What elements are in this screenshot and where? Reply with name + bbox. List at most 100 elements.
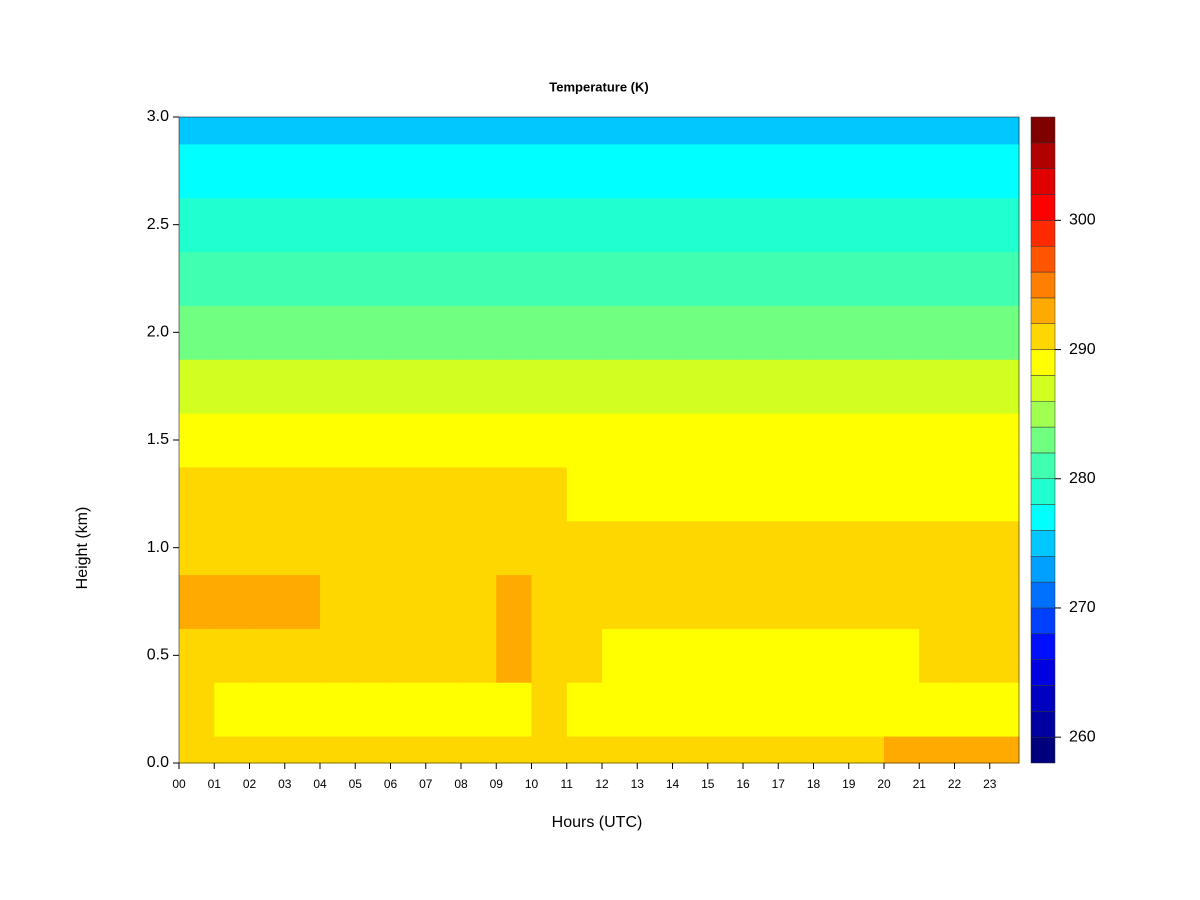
heat-cell	[179, 143, 215, 199]
heat-cell	[848, 251, 885, 306]
heat-cell	[214, 197, 250, 253]
heat-cell	[566, 682, 603, 737]
heat-cell	[284, 520, 321, 576]
heat-cell	[249, 466, 286, 522]
colorbar-swatch	[1030, 478, 1056, 505]
heat-cell	[637, 143, 673, 199]
heat-cell	[743, 359, 779, 414]
heat-cell	[249, 359, 286, 414]
heat-cell	[602, 682, 638, 737]
heat-cell	[848, 574, 885, 629]
heat-cell	[884, 413, 920, 468]
heat-cell	[637, 117, 673, 145]
colorbar-swatch	[1030, 271, 1056, 299]
heat-cell	[531, 736, 568, 764]
heat-cell	[848, 117, 885, 145]
x-tick-label: 17	[772, 777, 786, 791]
heat-cell	[214, 251, 250, 306]
heat-cell	[637, 359, 673, 414]
heat-cell	[813, 251, 850, 306]
heat-cell	[284, 117, 321, 145]
heat-cell	[707, 143, 744, 199]
heat-cell	[707, 413, 744, 468]
heat-cell	[461, 143, 497, 199]
colorbar-swatch	[1030, 504, 1056, 531]
heat-cell	[284, 682, 321, 737]
heat-cell	[531, 682, 568, 737]
heat-cell	[566, 520, 603, 576]
heat-cell	[813, 305, 850, 360]
heat-cell	[425, 520, 462, 576]
heat-cell	[989, 251, 1020, 306]
x-tick-label: 05	[349, 777, 363, 791]
heat-cell	[284, 628, 321, 683]
x-tick-label: 02	[243, 777, 257, 791]
heat-cell	[179, 305, 215, 360]
heat-cell	[425, 143, 462, 199]
heat-cell	[919, 466, 955, 522]
y-tick-label: 1.5	[147, 431, 169, 448]
heat-cell	[496, 736, 532, 764]
y-tick-label: 2.0	[147, 324, 169, 341]
heat-cell	[884, 466, 920, 522]
colorbar-swatch	[1030, 607, 1056, 635]
heat-cell	[496, 305, 532, 360]
heat-cell	[637, 574, 673, 629]
heat-cell	[566, 143, 603, 199]
heat-cell	[284, 466, 321, 522]
heat-cell	[531, 574, 568, 629]
colorbar-swatch	[1030, 168, 1056, 195]
heat-cell	[884, 736, 920, 764]
heat-cell	[425, 628, 462, 683]
heat-cell	[284, 143, 321, 199]
heat-cell	[496, 628, 532, 683]
heat-cell	[496, 574, 532, 629]
heat-cell	[179, 117, 215, 145]
heat-cell	[320, 413, 356, 468]
heat-cell	[496, 197, 532, 253]
heat-cell	[425, 574, 462, 629]
heat-cell	[284, 574, 321, 629]
heat-cell	[320, 197, 356, 253]
heat-cell	[778, 305, 814, 360]
heat-cell	[249, 736, 286, 764]
heat-cell	[566, 466, 603, 522]
heat-cell	[390, 197, 427, 253]
x-tick-label: 13	[631, 777, 645, 791]
heat-cell	[390, 143, 427, 199]
colorbar-swatch	[1030, 116, 1056, 144]
heat-cell	[954, 682, 991, 737]
heat-cell	[848, 736, 885, 764]
heat-cell	[602, 117, 638, 145]
heat-cell	[707, 736, 744, 764]
heat-cell	[425, 736, 462, 764]
x-tick-label: 07	[419, 777, 433, 791]
heat-cell	[637, 197, 673, 253]
heat-cell	[531, 251, 568, 306]
heat-cell	[813, 466, 850, 522]
heat-cell	[848, 466, 885, 522]
heat-cell	[919, 736, 955, 764]
heat-cell	[390, 466, 427, 522]
heat-cell	[496, 466, 532, 522]
heat-cell	[919, 520, 955, 576]
heat-cell	[355, 359, 391, 414]
heat-cell	[249, 117, 286, 145]
x-axis-label: Hours (UTC)	[552, 814, 643, 831]
colorbar-swatch	[1030, 323, 1056, 350]
heat-cell	[461, 520, 497, 576]
heat-cell	[637, 520, 673, 576]
colorbar-tick-label: 290	[1069, 341, 1096, 358]
heat-cell	[531, 305, 568, 360]
heat-cell	[320, 143, 356, 199]
colorbar-swatch	[1030, 581, 1056, 609]
heat-cell	[743, 574, 779, 629]
y-tick-label: 1.0	[147, 539, 169, 556]
colorbar-swatch	[1030, 194, 1056, 221]
heat-cell	[390, 305, 427, 360]
heat-cell	[672, 466, 709, 522]
y-tick-label: 0.5	[147, 647, 169, 664]
heat-cell	[461, 628, 497, 683]
heat-cell	[919, 682, 955, 737]
colorbar-swatch	[1030, 711, 1056, 738]
